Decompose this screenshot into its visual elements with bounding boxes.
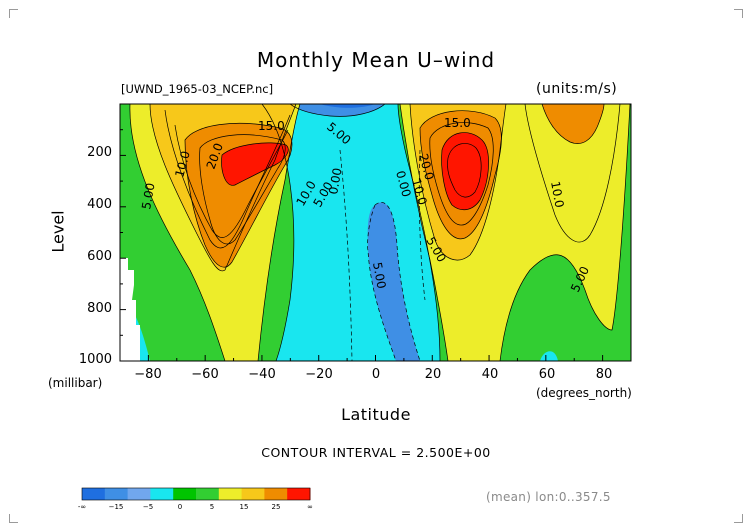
y-tick-label: 800 xyxy=(87,301,112,316)
colorbar-label: −5 xyxy=(142,503,154,511)
band-north-25 xyxy=(441,132,489,210)
contour-line-negative xyxy=(339,149,353,361)
contour-label: 0.00 xyxy=(393,169,413,198)
x-tick-label: 20 xyxy=(424,367,442,382)
colorbar-label: -∞ xyxy=(77,503,87,511)
colorbar-swatch xyxy=(241,488,265,500)
x-axis-label: Latitude xyxy=(341,405,411,424)
band-easterly-low-north xyxy=(540,351,558,361)
contour-line xyxy=(261,104,295,361)
colorbar-label: −15 xyxy=(108,503,124,511)
colorbar-label: 15 xyxy=(239,503,249,511)
colorbar-swatch xyxy=(173,488,197,500)
x-tick-label: −60 xyxy=(191,367,219,382)
contour-line xyxy=(257,104,301,361)
contour-label: 0.00 xyxy=(326,167,344,196)
chart-title: Monthly Mean U–wind xyxy=(256,48,496,72)
colorbar-swatch xyxy=(127,488,151,500)
colorbar-frame xyxy=(81,487,311,501)
missing-region xyxy=(120,258,140,361)
contour-line xyxy=(419,110,502,240)
y-tick-label: 600 xyxy=(87,249,112,264)
contour-line xyxy=(429,122,494,226)
contour-label: 15.0 xyxy=(444,116,471,130)
colorbar-label: ∞ xyxy=(307,503,313,511)
crop-mark xyxy=(734,514,743,523)
band-south-25 xyxy=(221,142,289,186)
contour-line xyxy=(199,134,286,245)
x-tick-label: 80 xyxy=(595,367,613,382)
mean-note: (mean) lon:0..357.5 xyxy=(486,490,611,504)
contour-label: 5.00 xyxy=(370,261,388,290)
x-tick-label: −80 xyxy=(134,367,162,382)
crop-mark xyxy=(9,514,18,523)
filled-contours xyxy=(120,104,631,361)
colorbar-label: 0 xyxy=(177,503,183,511)
band-high-lat-15 xyxy=(542,104,604,144)
contour-line xyxy=(149,104,297,272)
band-easterly-strong xyxy=(367,202,420,361)
contour-label: 10.0 xyxy=(172,149,192,178)
y-ticks xyxy=(120,129,126,362)
y-tick-label: 1000 xyxy=(78,352,112,367)
contour-line xyxy=(499,104,631,361)
y-tick-label: 400 xyxy=(87,197,112,212)
x-tick-label: 40 xyxy=(481,367,499,382)
colorbar-swatch xyxy=(150,488,174,500)
band-easterly-top-deep xyxy=(320,104,375,108)
contour-line xyxy=(221,142,289,186)
colorbar-swatch xyxy=(218,488,243,500)
colorbar-swatch xyxy=(82,488,106,500)
contour-label: 10.0 xyxy=(548,180,566,209)
contour-line-negative xyxy=(367,204,397,361)
contour-label: 15.0 xyxy=(258,119,285,133)
contour-interval: CONTOUR INTERVAL = 2.500E+00 xyxy=(261,445,491,460)
colorbar-swatch xyxy=(264,488,288,500)
colorbar-label: 25 xyxy=(271,503,281,511)
contour-label: 10.0 xyxy=(409,177,429,206)
x-ticks xyxy=(119,355,632,361)
x-tick-label: −40 xyxy=(248,367,276,382)
x-axis-unit: (degrees_north) xyxy=(536,386,632,400)
contour-line xyxy=(184,123,293,268)
colorbar-swatch xyxy=(287,488,311,500)
y-axis-unit: (millibar) xyxy=(48,376,103,390)
contour-label: 5.00 xyxy=(139,182,157,211)
contour-line xyxy=(399,104,449,361)
y-tick-label: 200 xyxy=(87,145,112,160)
contour-line xyxy=(447,143,482,198)
contour-line xyxy=(289,104,386,117)
x-tick-label: 0 xyxy=(371,367,381,382)
x-tick-label: −20 xyxy=(305,367,333,382)
contour-line-negative xyxy=(418,149,426,301)
colorbar-swatch xyxy=(196,488,220,500)
colorbar-label: 5 xyxy=(209,503,215,511)
contour-line xyxy=(524,104,621,243)
contour-line xyxy=(541,104,605,144)
contour-line xyxy=(129,104,226,361)
contour-label: 20.0 xyxy=(416,152,436,181)
contour-lines xyxy=(129,104,631,361)
colorbar-swatch xyxy=(104,488,129,500)
units-label: (units:m/s) xyxy=(536,81,618,97)
crop-mark xyxy=(734,9,743,18)
dataset-label: [UWND_1965-03_NCEP.nc] xyxy=(121,82,274,96)
contour-line xyxy=(164,109,291,249)
contour-line xyxy=(397,104,441,361)
contour-line xyxy=(441,132,489,211)
crop-mark xyxy=(9,9,18,18)
band-high-lat-yellow xyxy=(525,104,620,243)
x-tick-label: 60 xyxy=(538,367,556,382)
